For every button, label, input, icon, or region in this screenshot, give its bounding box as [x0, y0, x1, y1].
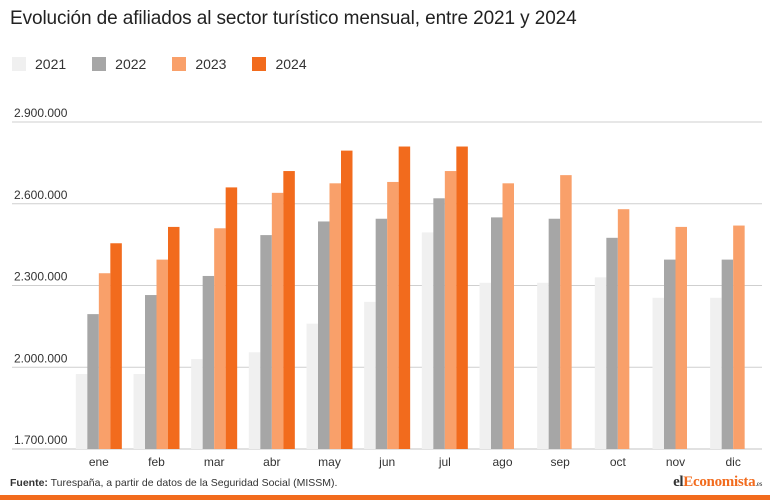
- bar-2021-abr: [248, 352, 261, 449]
- bar-2021-nov: [652, 297, 664, 449]
- y-tick-label: 2.900.000: [14, 106, 68, 120]
- bar-2023-jun: [387, 181, 399, 449]
- legend: 2021 2022 2023 2024: [12, 56, 333, 72]
- bar-2022-nov: [664, 259, 676, 449]
- brand-accent: Economista: [683, 474, 756, 490]
- bar-2024-may: [341, 150, 353, 450]
- bar-2024-ene: [110, 243, 122, 449]
- source-note: Fuente: Turespaña, a partir de datos de …: [10, 477, 337, 489]
- x-tick-label-ene: ene: [89, 455, 109, 469]
- x-tick-label-may: may: [318, 455, 341, 469]
- bar-2021-ago: [479, 282, 491, 449]
- legend-label-2021: 2021: [35, 56, 67, 72]
- x-tick-label-jul: jul: [438, 455, 451, 469]
- bar-2022-may: [318, 221, 330, 449]
- brand-suffix: .es: [755, 480, 762, 488]
- x-tick-label-jun: jun: [378, 455, 395, 469]
- bar-2022-jul: [433, 198, 445, 449]
- bottom-accent-bar: [0, 495, 770, 500]
- bar-2021-jul: [421, 232, 434, 449]
- bar-2021-feb: [133, 374, 145, 449]
- bar-2022-abr: [260, 235, 272, 449]
- bar-2023-ago: [502, 183, 514, 449]
- y-tick-label: 2.600.000: [14, 188, 68, 202]
- legend-label-2024: 2024: [275, 56, 307, 72]
- bar-2023-feb: [156, 259, 168, 449]
- bar-2024-mar: [225, 187, 238, 449]
- bar-2024-feb: [168, 226, 180, 449]
- legend-swatch-2022: [92, 57, 107, 71]
- bar-2022-ago: [491, 217, 503, 449]
- bar-2023-dic: [733, 225, 745, 449]
- x-tick-label-ago: ago: [492, 455, 512, 469]
- legend-label-2022: 2022: [115, 56, 147, 72]
- bar-2022-ene: [87, 314, 99, 449]
- x-tick-label-nov: nov: [666, 455, 685, 469]
- bar-2022-mar: [202, 275, 215, 449]
- bar-2024-jun: [398, 146, 411, 449]
- chart-title: Evolución de afiliados al sector turísti…: [10, 8, 577, 29]
- bar-2021-jun: [364, 301, 376, 449]
- bar-2022-jun: [375, 218, 388, 449]
- source-label: Fuente:: [10, 477, 48, 489]
- y-tick-label: 2.300.000: [14, 270, 68, 284]
- legend-item-2024: 2024: [252, 56, 307, 72]
- bar-2023-ene: [98, 273, 111, 449]
- bar-2021-mar: [191, 359, 203, 449]
- bar-2021-dic: [710, 297, 722, 449]
- legend-item-2023: 2023: [172, 56, 226, 72]
- bar-2021-oct: [594, 277, 607, 449]
- legend-item-2021: 2021: [12, 56, 66, 72]
- brand-logo: elEconomista.es: [673, 474, 762, 491]
- brand-prefix: el: [673, 474, 684, 490]
- y-tick-label: 2.000.000: [14, 351, 68, 365]
- y-tick-label: 1.700.000: [14, 433, 68, 447]
- bar-2023-abr: [271, 192, 284, 449]
- source-text: Turespaña, a partir de datos de la Segur…: [50, 477, 338, 489]
- legend-swatch-2023: [172, 57, 187, 71]
- x-tick-label-oct: oct: [610, 455, 627, 469]
- bar-2023-oct: [617, 209, 630, 449]
- bar-2022-oct: [606, 237, 618, 449]
- x-tick-label-feb: feb: [148, 455, 165, 469]
- bar-2023-may: [329, 183, 341, 449]
- bar-2022-sep: [548, 218, 561, 449]
- x-tick-label-dic: dic: [725, 455, 740, 469]
- x-tick-label-sep: sep: [550, 455, 570, 469]
- bar-2021-sep: [537, 282, 549, 449]
- bar-2022-feb: [145, 295, 157, 449]
- bar-2023-jul: [444, 171, 457, 450]
- bar-chart: 1.700.000 2.000.000 2.300.000 2.600.000 2.90…: [12, 106, 762, 469]
- bar-2023-nov: [675, 226, 687, 449]
- legend-item-2022: 2022: [92, 56, 146, 72]
- bar-2022-dic: [721, 259, 734, 449]
- bar-2024-jul: [456, 146, 468, 449]
- bar-2021-may: [306, 323, 318, 449]
- bar-2024-abr: [283, 171, 295, 450]
- legend-label-2023: 2023: [195, 56, 227, 72]
- bar-2023-sep: [560, 175, 572, 449]
- x-tick-label-abr: abr: [263, 455, 280, 469]
- bar-2023-mar: [214, 228, 226, 449]
- x-tick-label-mar: mar: [204, 455, 225, 469]
- legend-swatch-2021: [12, 57, 26, 71]
- bar-2021-ene: [75, 374, 88, 449]
- legend-swatch-2024: [252, 57, 267, 71]
